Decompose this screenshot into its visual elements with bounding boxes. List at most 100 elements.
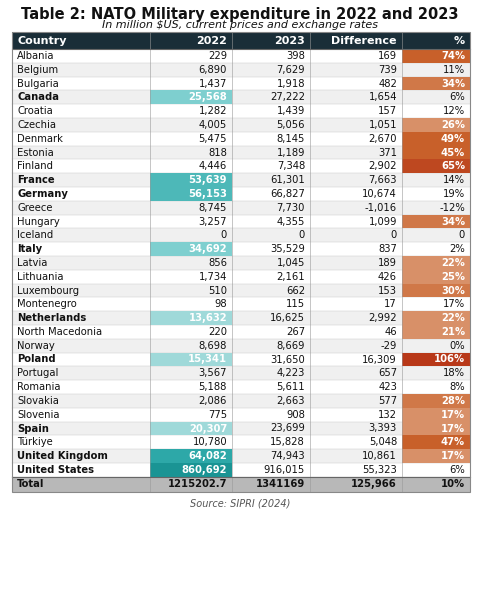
- Text: Table 2: NATO Military expenditure in 2022 and 2023: Table 2: NATO Military expenditure in 20…: [21, 7, 459, 22]
- Bar: [12, 284, 470, 297]
- Text: Total: Total: [17, 480, 44, 490]
- Bar: [12, 146, 470, 159]
- Text: 46: 46: [384, 327, 397, 337]
- Text: 17%: 17%: [441, 451, 465, 461]
- Text: 34%: 34%: [441, 217, 465, 227]
- Bar: [402, 394, 470, 408]
- Bar: [150, 242, 232, 256]
- Text: 53,639: 53,639: [189, 175, 227, 185]
- Text: 18%: 18%: [443, 368, 465, 378]
- Text: 10,861: 10,861: [362, 451, 397, 461]
- Text: 908: 908: [286, 410, 305, 420]
- Text: 7,730: 7,730: [276, 202, 305, 213]
- Text: Montenegro: Montenegro: [17, 300, 77, 309]
- Text: 10,780: 10,780: [192, 437, 227, 448]
- Text: Iceland: Iceland: [17, 230, 53, 240]
- Text: 0%: 0%: [449, 341, 465, 350]
- Text: 115: 115: [286, 300, 305, 309]
- Bar: [12, 325, 470, 339]
- Text: 17%: 17%: [441, 423, 465, 433]
- Text: Greece: Greece: [17, 202, 52, 213]
- Bar: [12, 215, 470, 229]
- Text: 5,611: 5,611: [276, 382, 305, 392]
- Text: 23,699: 23,699: [270, 423, 305, 433]
- Text: 125,966: 125,966: [351, 480, 397, 490]
- Text: 0: 0: [391, 230, 397, 240]
- Text: 3,257: 3,257: [199, 217, 227, 227]
- Text: 17: 17: [384, 300, 397, 309]
- Text: 1,654: 1,654: [369, 92, 397, 102]
- Bar: [12, 32, 470, 49]
- Text: 837: 837: [378, 244, 397, 254]
- Bar: [402, 435, 470, 449]
- Text: United States: United States: [17, 465, 94, 475]
- Bar: [402, 353, 470, 366]
- Text: Germany: Germany: [17, 189, 68, 199]
- Text: 16,625: 16,625: [270, 313, 305, 323]
- Text: 169: 169: [378, 51, 397, 61]
- Text: United Kingdom: United Kingdom: [17, 451, 108, 461]
- Bar: [150, 311, 232, 325]
- Text: 106%: 106%: [434, 355, 465, 365]
- Bar: [12, 449, 470, 463]
- Text: 16,309: 16,309: [362, 355, 397, 365]
- Text: 61,301: 61,301: [270, 175, 305, 185]
- Text: 1341169: 1341169: [256, 480, 305, 490]
- Text: 6%: 6%: [449, 465, 465, 475]
- Text: 0: 0: [299, 230, 305, 240]
- Text: 26%: 26%: [441, 120, 465, 130]
- Text: 8,745: 8,745: [199, 202, 227, 213]
- Text: 22%: 22%: [441, 313, 465, 323]
- Text: 8,145: 8,145: [276, 134, 305, 144]
- Text: 0: 0: [221, 230, 227, 240]
- Text: 818: 818: [208, 147, 227, 157]
- Text: 14%: 14%: [443, 175, 465, 185]
- Text: 7,348: 7,348: [277, 161, 305, 171]
- Bar: [402, 159, 470, 173]
- Text: North Macedonia: North Macedonia: [17, 327, 102, 337]
- Text: 8,669: 8,669: [276, 341, 305, 350]
- Bar: [12, 297, 470, 311]
- Text: 2,670: 2,670: [369, 134, 397, 144]
- Bar: [402, 49, 470, 63]
- Bar: [402, 311, 470, 325]
- Bar: [12, 463, 470, 477]
- Bar: [12, 380, 470, 394]
- Bar: [402, 325, 470, 339]
- Text: 65%: 65%: [441, 161, 465, 171]
- Bar: [150, 91, 232, 104]
- Text: Lithuania: Lithuania: [17, 272, 63, 282]
- Bar: [12, 49, 470, 63]
- Text: 0: 0: [459, 230, 465, 240]
- Text: 8,698: 8,698: [199, 341, 227, 350]
- Bar: [12, 394, 470, 408]
- Text: 2%: 2%: [449, 244, 465, 254]
- Text: 7,629: 7,629: [276, 65, 305, 75]
- Bar: [402, 256, 470, 270]
- Text: Spain: Spain: [17, 423, 49, 433]
- Text: 1,189: 1,189: [276, 147, 305, 157]
- Text: 25,568: 25,568: [188, 92, 227, 102]
- Text: -1,016: -1,016: [365, 202, 397, 213]
- Text: Albania: Albania: [17, 51, 55, 61]
- Bar: [12, 422, 470, 435]
- Text: 153: 153: [378, 285, 397, 295]
- Bar: [12, 256, 470, 270]
- Bar: [12, 229, 470, 242]
- Text: 15,341: 15,341: [188, 355, 227, 365]
- Text: Norway: Norway: [17, 341, 55, 350]
- Text: Source: SIPRI (2024): Source: SIPRI (2024): [190, 499, 290, 509]
- Text: Country: Country: [17, 36, 67, 46]
- Text: 74%: 74%: [441, 51, 465, 61]
- Text: 1,051: 1,051: [369, 120, 397, 130]
- Bar: [150, 463, 232, 477]
- Bar: [12, 132, 470, 146]
- Text: 6%: 6%: [449, 92, 465, 102]
- Text: 11%: 11%: [443, 65, 465, 75]
- Bar: [402, 132, 470, 146]
- Text: Estonia: Estonia: [17, 147, 54, 157]
- Text: 423: 423: [378, 382, 397, 392]
- Bar: [150, 187, 232, 201]
- Text: 3,393: 3,393: [369, 423, 397, 433]
- Text: 229: 229: [208, 51, 227, 61]
